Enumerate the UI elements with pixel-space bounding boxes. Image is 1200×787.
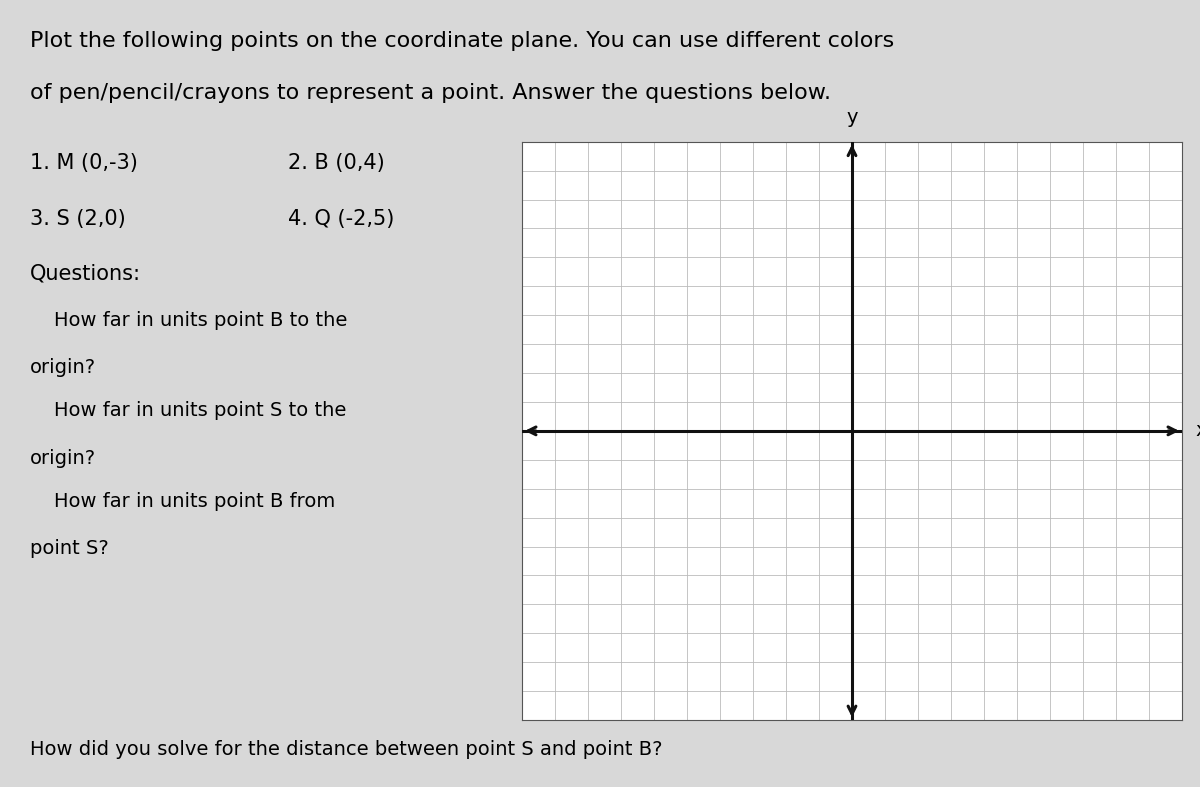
Text: 1. M (0,-3): 1. M (0,-3) [30,153,138,173]
Text: y: y [846,108,858,127]
Text: origin?: origin? [30,358,96,377]
Text: Questions:: Questions: [30,264,142,283]
Text: x: x [1195,421,1200,441]
Text: How far in units point B to the: How far in units point B to the [54,311,347,330]
Text: How far in units point S to the: How far in units point S to the [54,401,347,420]
Text: 2. B (0,4): 2. B (0,4) [288,153,385,173]
Text: 3. S (2,0): 3. S (2,0) [30,209,126,228]
Text: point S?: point S? [30,539,109,558]
Text: How did you solve for the distance between point S and point B?: How did you solve for the distance betwe… [30,740,662,759]
Text: Plot the following points on the coordinate plane. You can use different colors: Plot the following points on the coordin… [30,31,894,51]
Text: origin?: origin? [30,449,96,467]
Text: 4. Q (-2,5): 4. Q (-2,5) [288,209,395,228]
Text: How far in units point B from: How far in units point B from [54,492,335,511]
Text: of pen/pencil/crayons to represent a point. Answer the questions below.: of pen/pencil/crayons to represent a poi… [30,83,830,102]
